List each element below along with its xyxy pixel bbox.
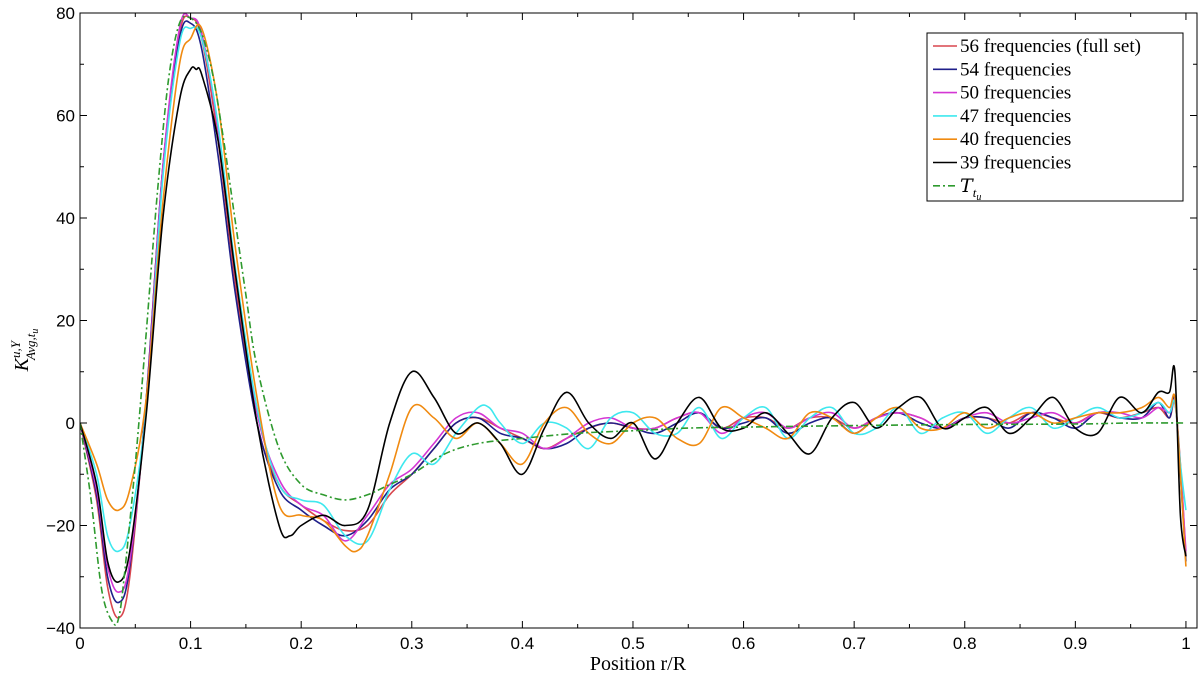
x-axis-label: Position r/R — [590, 653, 687, 675]
x-tick-label: 0.7 — [842, 634, 866, 653]
legend-label: 56 frequencies (full set) — [960, 36, 1141, 57]
x-tick-label: 1 — [1181, 634, 1190, 653]
y-tick-label: 0 — [66, 414, 75, 433]
series-line-2 — [80, 20, 1187, 604]
y-tick-label: −40 — [46, 619, 75, 638]
x-tick-label: 0.9 — [1064, 634, 1088, 653]
x-tick-label: 0.3 — [400, 634, 424, 653]
y-tick-label: 80 — [56, 4, 75, 23]
series-line-7 — [80, 15, 1186, 626]
series-line-6 — [80, 66, 1187, 583]
y-tick-label: −20 — [46, 517, 75, 536]
legend-label: 40 frequencies — [960, 129, 1071, 150]
x-tick-label: 0.4 — [511, 634, 535, 653]
legend-label: 47 frequencies — [960, 106, 1071, 127]
legend-label: Ttu — [960, 175, 981, 203]
y-axis-label-sup: u,Y — [8, 339, 23, 358]
y-tick-label: 60 — [56, 107, 75, 126]
legend-label: 54 frequencies — [960, 59, 1071, 80]
y-tick-label: 40 — [56, 209, 75, 228]
legend: 56 frequencies (full set)54 frequencies 5… — [926, 32, 1184, 203]
legend-label: 39 frequencies — [960, 153, 1071, 174]
y-axis-label: Ku,YAvg,tu — [8, 329, 41, 373]
series-line-4 — [80, 26, 1187, 553]
y-axis-label-subsub: u — [30, 329, 41, 334]
x-tick-label: 0 — [75, 634, 84, 653]
x-tick-label: 0.2 — [289, 634, 313, 653]
y-axis-label-base: K — [11, 356, 33, 372]
x-tick-label: 0.5 — [621, 634, 645, 653]
legend-box — [926, 32, 1184, 202]
legend-label: 50 frequencies — [960, 83, 1071, 104]
x-tick-label: 0.8 — [953, 634, 977, 653]
x-tick-label: 0.6 — [732, 634, 756, 653]
y-axis-label-sub: Avg,t — [23, 333, 38, 361]
y-tick-label: 20 — [56, 312, 75, 331]
series-line-5 — [80, 23, 1187, 567]
ticks: 0 0.1 0.2 0.3 0.4 0.5 0.6 0.7 0.8 0.9 1 −40 −20 0 20 40… — [46, 4, 1197, 653]
x-tick-label: 0.1 — [179, 634, 203, 653]
